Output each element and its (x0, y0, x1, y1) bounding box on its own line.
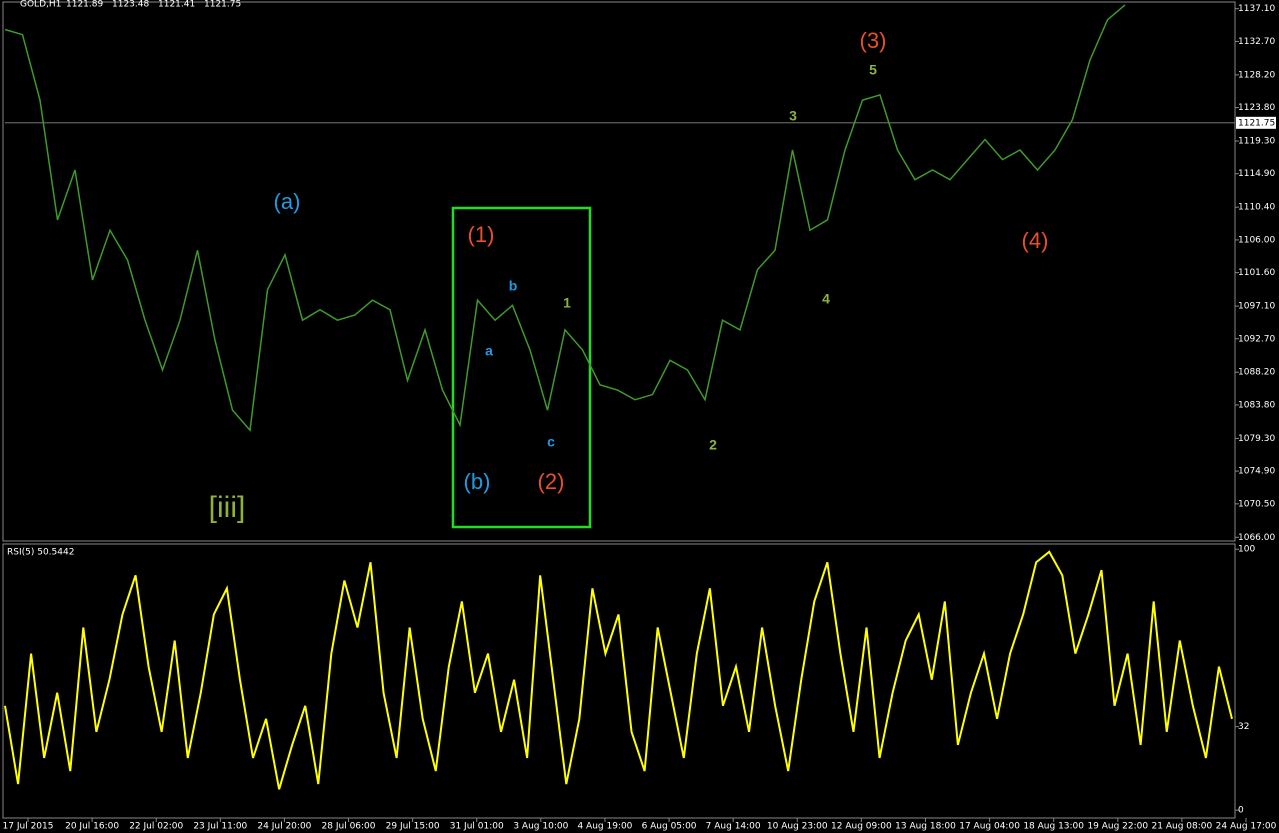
x-tick-label: 17 Jul 2015 (3, 822, 54, 832)
rsi-tick-label: 100 (1238, 545, 1255, 555)
wave-label: 2 (709, 437, 717, 453)
y-tick-label: 1083.80 (1238, 400, 1275, 410)
y-tick-label: 1101.60 (1238, 268, 1275, 278)
current-price-label: 1121.75 (1238, 118, 1275, 128)
wave-label: (b) (464, 469, 491, 494)
ohlc: 1121.89 (66, 0, 103, 10)
x-tick-label: 10 Aug 23:00 (767, 822, 828, 832)
y-tick-label: 1066.00 (1238, 533, 1275, 543)
y-tick-label: 1123.80 (1238, 103, 1275, 113)
ohlc: 1123.48 (112, 0, 149, 10)
x-tick-label: 17 Aug 04:00 (959, 822, 1020, 832)
x-tick-label: 24 Aug 17:00 (1216, 822, 1277, 832)
wave-label: 5 (869, 62, 877, 78)
current-price-box (1236, 116, 1276, 129)
y-tick-label: 1119.30 (1238, 137, 1275, 147)
y-tick-label: 1132.70 (1238, 37, 1275, 47)
x-tick-label: 20 Jul 16:00 (65, 822, 119, 832)
wave-label: 3 (789, 108, 797, 124)
x-tick-label: 12 Aug 09:00 (831, 822, 892, 832)
x-tick-label: 23 Jul 11:00 (193, 822, 247, 832)
ohlc: 1121.41 (158, 0, 195, 10)
price-panel (2, 1, 1236, 542)
y-tick-label: 1128.20 (1238, 70, 1275, 80)
rsi-title: RSI(5) 50.5442 (7, 548, 74, 558)
y-tick-label: 1079.30 (1238, 434, 1275, 444)
wave-label: b (509, 278, 518, 294)
y-tick-label: 1110.40 (1238, 203, 1275, 213)
wave-label: c (547, 434, 555, 450)
x-tick-label: 4 Aug 19:00 (577, 822, 632, 832)
wave-label: (3) (860, 28, 887, 53)
wave-label: [iii] (209, 491, 246, 524)
wave-label: (1) (468, 222, 495, 247)
x-tick-label: 28 Jul 06:00 (322, 822, 376, 832)
x-tick-label: 24 Jul 20:00 (257, 822, 311, 832)
y-tick-label: 1114.90 (1238, 169, 1275, 179)
y-tick-label: 1106.00 (1238, 235, 1275, 245)
y-tick-label: 1070.50 (1238, 499, 1275, 509)
rsi-panel (2, 543, 1236, 819)
symbol: GOLD,H1 (20, 0, 61, 10)
y-tick-label: 1097.10 (1238, 302, 1275, 312)
x-tick-label: 13 Aug 18:00 (895, 822, 956, 832)
y-tick-label: 1074.90 (1238, 467, 1275, 477)
wave-label: 1 (563, 295, 571, 311)
wave-label: 4 (822, 291, 830, 307)
rsi-tick-label: 0 (1238, 806, 1244, 816)
price-line (4, 4, 1126, 432)
wave-label: (4) (1022, 228, 1049, 253)
y-tick-label: 1092.70 (1238, 334, 1275, 344)
highlight-box (451, 206, 592, 529)
rsi-line (4, 550, 1233, 790)
x-tick-label: 19 Aug 22:00 (1087, 822, 1148, 832)
x-tick-label: 3 Aug 10:00 (513, 822, 568, 832)
x-tick-label: 22 Jul 02:00 (129, 822, 183, 832)
wave-label: a (485, 343, 493, 359)
x-tick-label: 21 Aug 08:00 (1152, 822, 1213, 832)
x-tick-label: 6 Aug 05:00 (642, 822, 697, 832)
y-tick-label: 1088.20 (1238, 368, 1275, 378)
wave-label: (a) (274, 189, 301, 214)
x-tick-label: 31 Jul 01:00 (450, 822, 504, 832)
ohlc: 1121.75 (204, 0, 241, 10)
y-tick-label: 1137.10 (1238, 4, 1275, 14)
x-tick-label: 7 Aug 14:00 (706, 822, 761, 832)
wave-label: (2) (538, 469, 565, 494)
x-tick-label: 29 Jul 15:00 (386, 822, 440, 832)
x-tick-label: 18 Aug 13:00 (1023, 822, 1084, 832)
rsi-tick-label: 32 (1238, 722, 1249, 732)
